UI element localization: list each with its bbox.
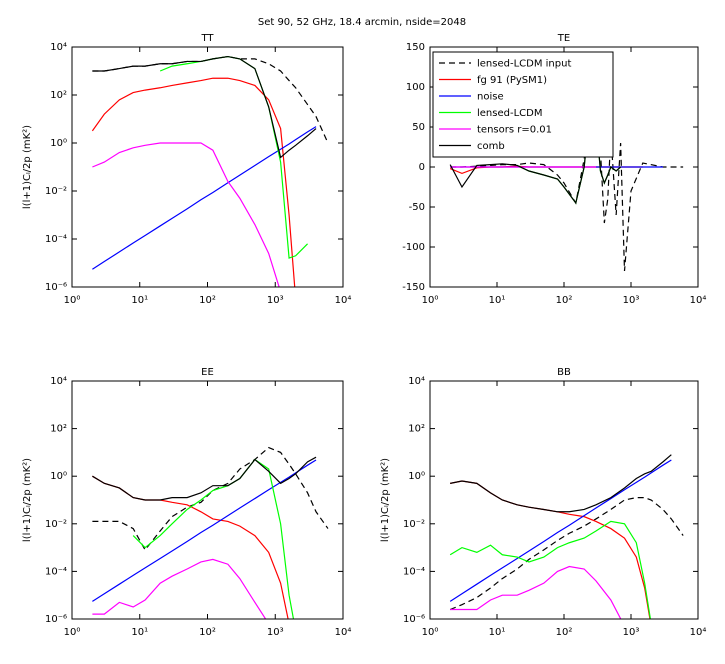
- x-tick-label: 10¹: [489, 295, 506, 306]
- legend-box: [432, 51, 614, 158]
- axes-box: [71, 380, 344, 620]
- y-tick-label: 0: [419, 162, 425, 173]
- series-line: [450, 454, 672, 513]
- legend-label: lensed-LCDM: [477, 108, 542, 119]
- axes-box: [429, 46, 699, 288]
- plot-area: [92, 446, 329, 619]
- series-line: [92, 456, 317, 501]
- y-axis-label: l(l+1)Cₗ/2p (mK²): [22, 125, 33, 209]
- legend-label: lensed-LCDM input: [477, 59, 571, 70]
- y-tick-label: 10⁴: [408, 376, 425, 387]
- series-line: [91, 77, 296, 287]
- x-tick-label: 10³: [267, 295, 284, 306]
- series-line: [92, 126, 317, 270]
- y-tick-label: -50: [409, 202, 425, 213]
- x-tick-label: 10¹: [131, 295, 148, 306]
- y-tick-label: 10²: [50, 424, 67, 435]
- series-line: [449, 102, 622, 205]
- series-line: [449, 459, 672, 602]
- series-line: [450, 565, 622, 619]
- panel-title: EE: [201, 367, 214, 378]
- legend-label: comb: [477, 141, 505, 152]
- y-tick-label: 50: [412, 122, 425, 133]
- x-tick-label: 10⁰: [422, 627, 439, 638]
- y-tick-label: 10²: [50, 90, 67, 101]
- series-line: [132, 458, 295, 619]
- plot-area: [91, 55, 329, 287]
- y-tick-label: 10⁻²: [403, 519, 425, 530]
- y-tick-label: 10²: [408, 424, 425, 435]
- x-tick-label: 10⁰: [422, 295, 439, 306]
- figure-title: Set 90, 52 GHz, 18.4 arcmin, nside=2048: [258, 17, 466, 28]
- x-tick-label: 10³: [623, 295, 640, 306]
- y-tick-label: 10⁻⁶: [45, 282, 67, 293]
- x-tick-label: 10¹: [489, 627, 506, 638]
- y-tick-label: 10⁻²: [45, 186, 67, 197]
- y-tick-label: -150: [402, 282, 425, 293]
- x-tick-label: 10⁰: [64, 627, 81, 638]
- y-tick-label: 10⁴: [50, 376, 67, 387]
- legend-label: noise: [477, 92, 504, 103]
- y-tick-label: 10⁻⁴: [45, 566, 67, 577]
- legend-label: fg 91 (PySM1): [477, 75, 547, 86]
- panel-title: TE: [557, 33, 570, 44]
- y-tick-label: 10⁻⁴: [403, 566, 425, 577]
- x-tick-label: 10²: [556, 295, 573, 306]
- x-tick-label: 10²: [199, 627, 216, 638]
- x-tick-label: 10⁰: [64, 295, 81, 306]
- y-tick-label: 10⁻²: [45, 519, 67, 530]
- series-line: [92, 459, 317, 602]
- axes-box: [71, 46, 344, 288]
- x-tick-label: 10²: [556, 627, 573, 638]
- y-tick-label: 10⁻⁴: [45, 234, 67, 245]
- series-line: [449, 497, 684, 611]
- y-tick-label: 10⁻⁶: [403, 614, 425, 625]
- series-line: [449, 520, 652, 619]
- x-tick-label: 10⁴: [335, 627, 352, 638]
- panel-title: TT: [200, 33, 214, 44]
- axes-box: [429, 380, 699, 620]
- legend-label: tensors r=0.01: [477, 125, 552, 136]
- x-tick-label: 10²: [199, 295, 216, 306]
- series-line: [92, 55, 317, 159]
- series-line: [92, 558, 267, 619]
- x-tick-label: 10⁴: [335, 295, 352, 306]
- y-axis-label: l(l+1)Cₗ/2p (mK²): [22, 458, 33, 542]
- x-tick-label: 10³: [267, 627, 284, 638]
- x-tick-label: 10⁴: [690, 627, 707, 638]
- x-tick-label: 10⁴: [690, 295, 707, 306]
- y-tick-label: 10⁰: [50, 138, 67, 149]
- x-tick-label: 10³: [623, 627, 640, 638]
- series-line: [92, 142, 280, 287]
- panel-title: BB: [557, 367, 571, 378]
- plot-area: [449, 454, 684, 619]
- y-tick-label: 10⁰: [408, 471, 425, 482]
- y-tick-label: -100: [402, 242, 425, 253]
- x-tick-label: 10¹: [131, 627, 148, 638]
- y-axis-label: l(l+1)Cₗ/2p (mK²): [380, 458, 391, 542]
- y-tick-label: 100: [406, 82, 425, 93]
- y-tick-label: 10⁴: [50, 42, 67, 53]
- y-tick-label: 10⁰: [50, 471, 67, 482]
- y-tick-label: 150: [406, 42, 425, 53]
- y-tick-label: 10⁻⁶: [45, 614, 67, 625]
